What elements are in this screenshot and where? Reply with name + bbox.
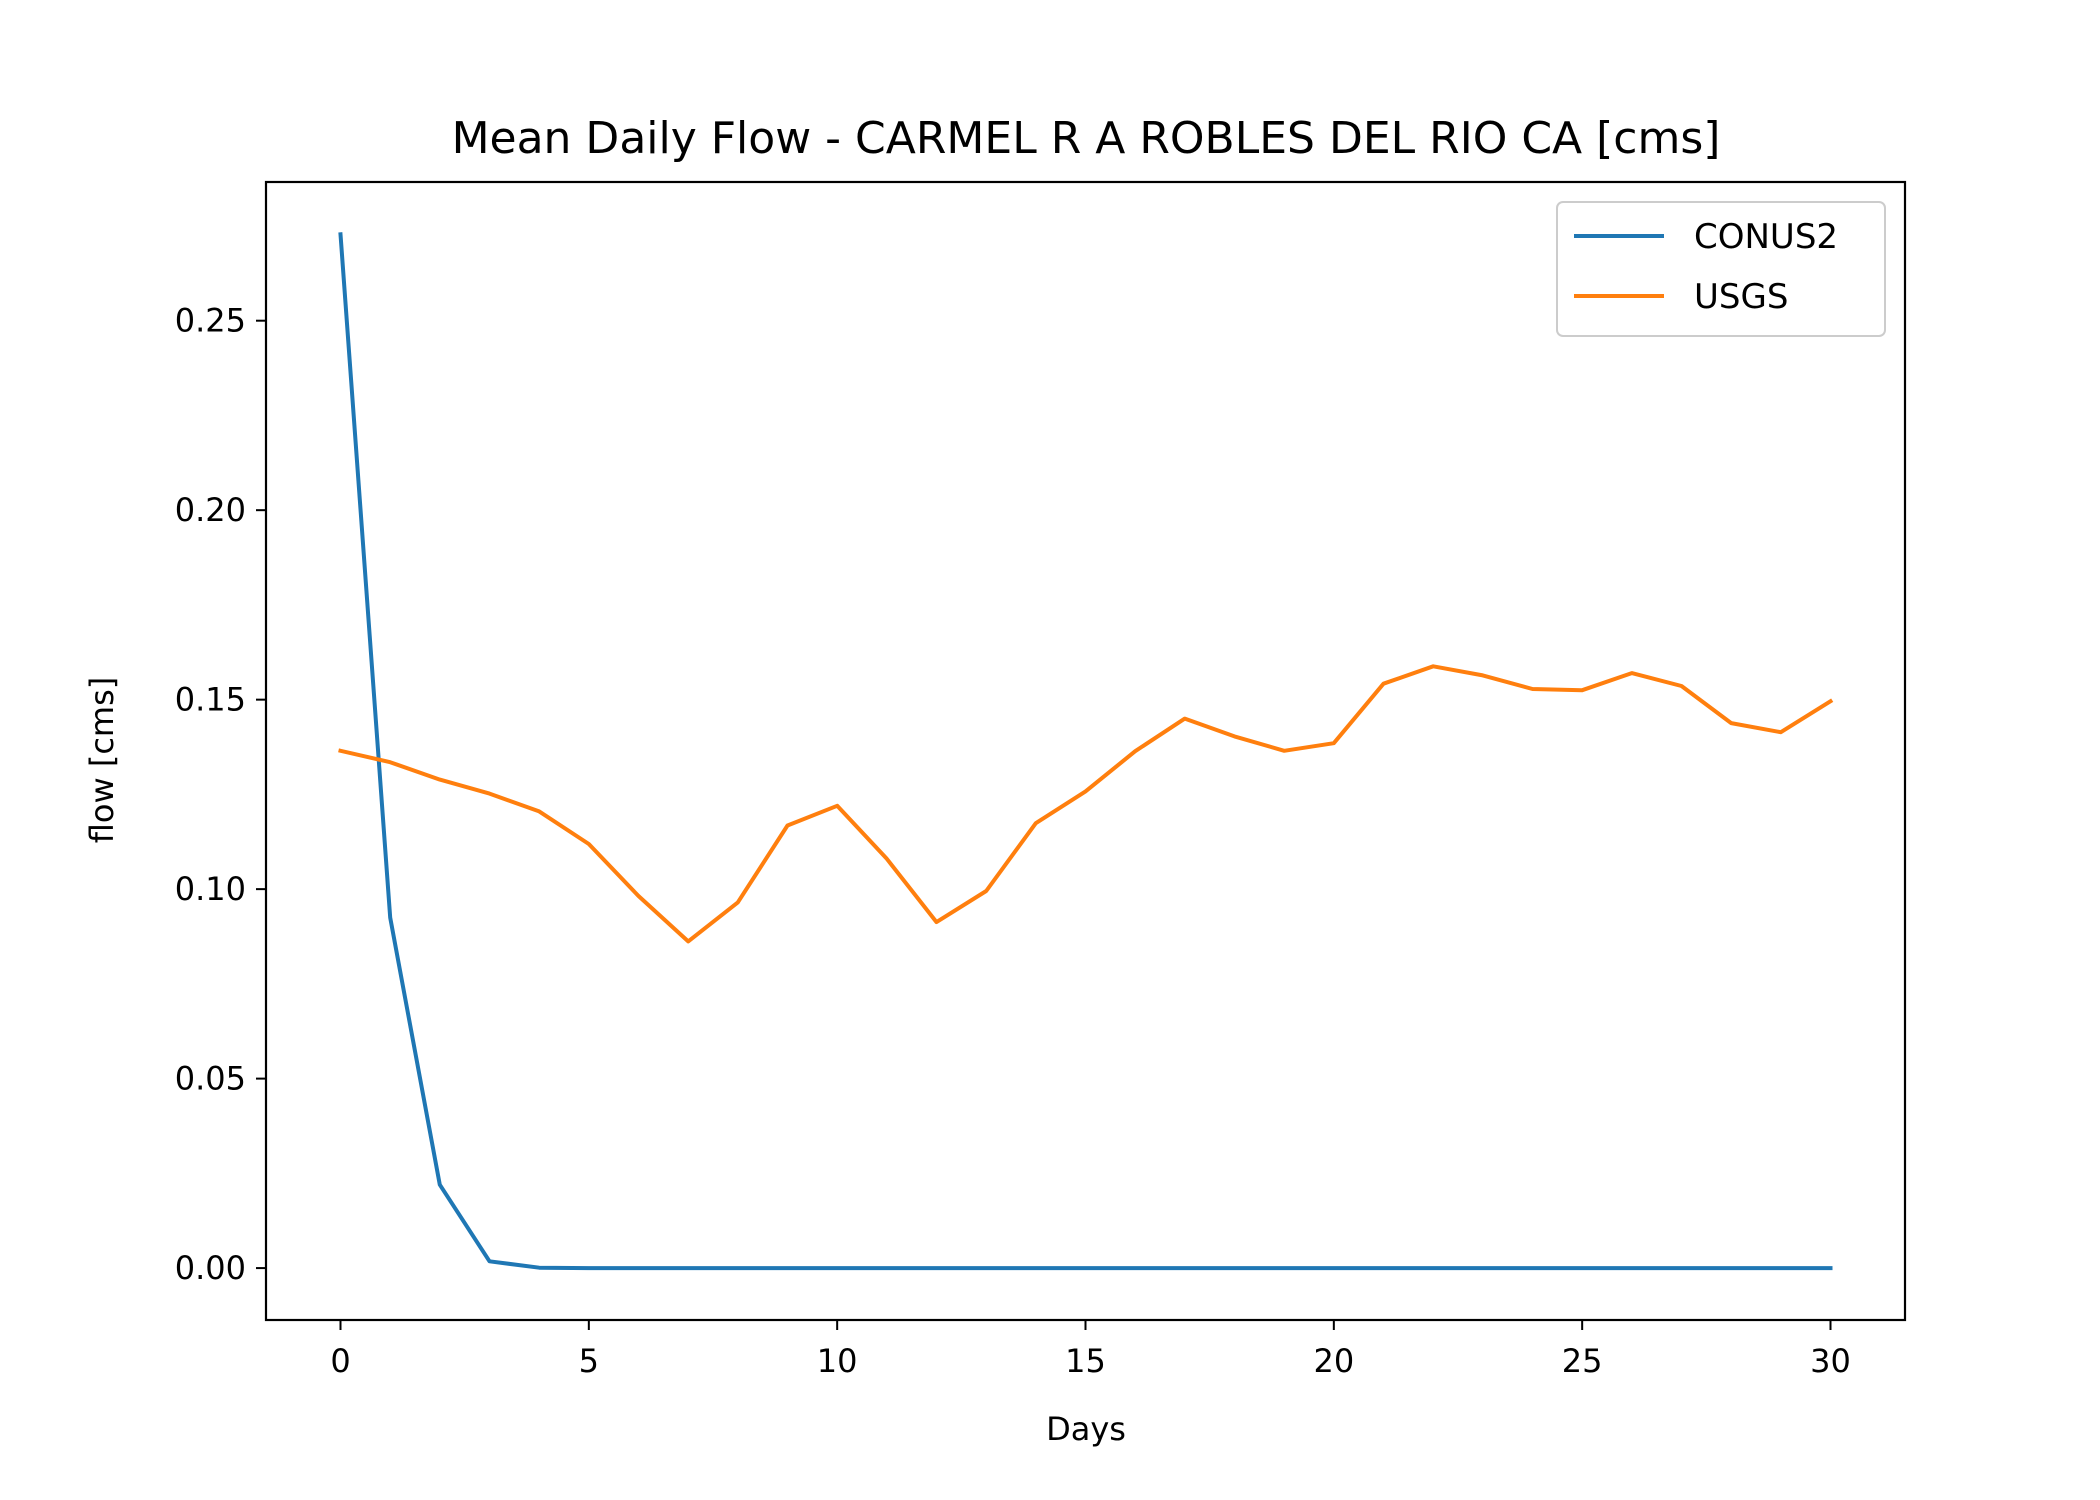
x-axis-label: Days <box>1046 1410 1126 1448</box>
x-tick-label: 5 <box>579 1342 599 1380</box>
y-axis-label: flow [cms] <box>83 677 121 843</box>
y-tick-label: 0.00 <box>175 1249 246 1287</box>
plot-area: 0 5 10 15 20 25 30 0.00 0.05 0.10 0.15 0.20 0.25 <box>175 180 1907 1380</box>
legend-label-conus2: CONUS2 <box>1694 217 1838 257</box>
legend: CONUS2 USGS <box>1556 201 1886 337</box>
x-tick-label: 15 <box>1065 1342 1106 1380</box>
x-tick-label: 0 <box>330 1342 350 1380</box>
y-tick-label: 0.15 <box>175 681 246 719</box>
legend-label-usgs: USGS <box>1694 277 1788 317</box>
y-tick-label: 0.05 <box>175 1060 246 1098</box>
series-line-usgs <box>338 664 1834 944</box>
x-tick-label: 30 <box>1810 1342 1851 1380</box>
x-tick-label: 20 <box>1313 1342 1354 1380</box>
y-tick-label: 0.20 <box>175 491 246 529</box>
y-tick-label: 0.10 <box>175 870 246 908</box>
x-tick-label: 10 <box>817 1342 858 1380</box>
series-line-conus2 <box>338 232 1833 1271</box>
x-tick-label: 25 <box>1562 1342 1603 1380</box>
y-tick-label: 0.25 <box>175 302 246 340</box>
chart-title: Mean Daily Flow - CARMEL R A ROBLES DEL … <box>452 113 1721 164</box>
